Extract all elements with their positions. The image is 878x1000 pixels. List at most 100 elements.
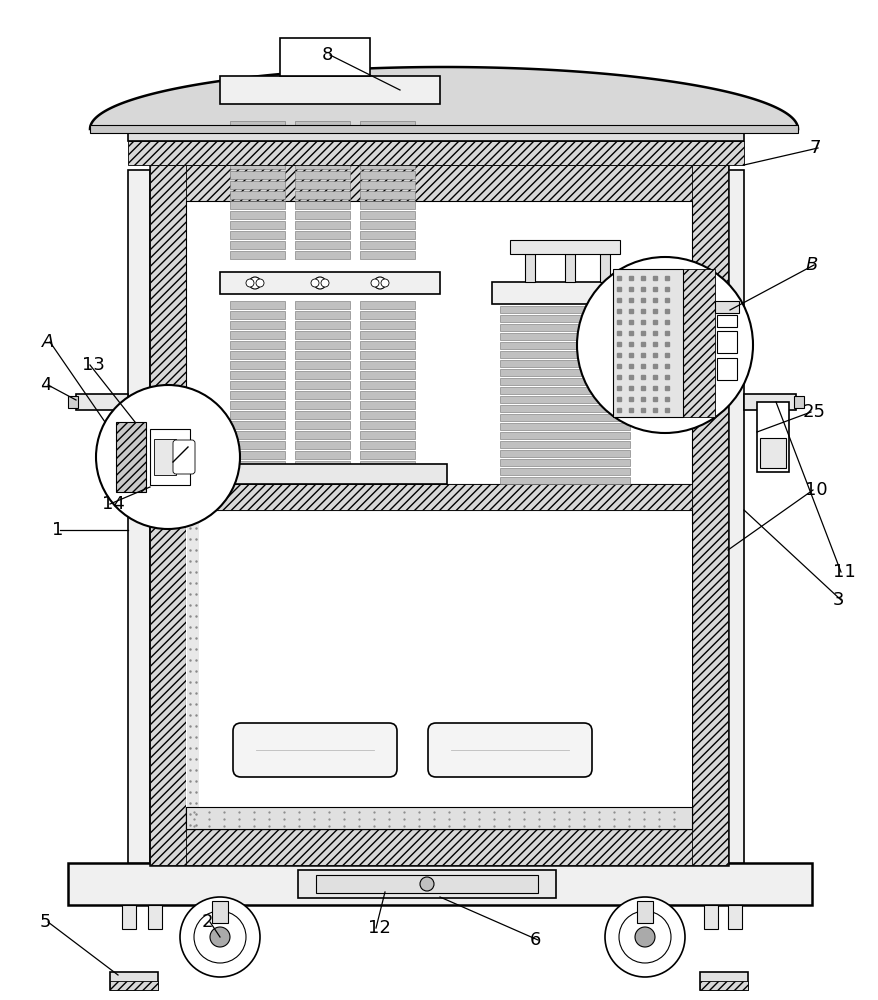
- Text: B: B: [805, 256, 817, 274]
- FancyBboxPatch shape: [173, 440, 195, 474]
- Text: 14: 14: [102, 495, 125, 513]
- Bar: [230, 181, 284, 189]
- Bar: [295, 381, 349, 389]
- Bar: [68, 396, 78, 408]
- Bar: [230, 471, 284, 479]
- Text: 1: 1: [52, 521, 63, 539]
- Circle shape: [371, 279, 378, 287]
- Bar: [212, 901, 227, 923]
- FancyBboxPatch shape: [233, 723, 397, 777]
- Bar: [295, 121, 349, 129]
- Bar: [360, 451, 414, 459]
- Bar: [295, 411, 349, 419]
- Bar: [756, 402, 788, 472]
- Bar: [315, 875, 537, 893]
- Bar: [230, 311, 284, 319]
- Bar: [360, 181, 414, 189]
- Bar: [128, 141, 743, 165]
- Bar: [298, 870, 556, 898]
- Bar: [524, 254, 535, 282]
- Bar: [360, 241, 414, 249]
- Bar: [360, 201, 414, 209]
- Text: 4: 4: [40, 376, 52, 394]
- Text: 6: 6: [529, 931, 541, 949]
- Bar: [500, 333, 630, 340]
- Bar: [500, 360, 630, 367]
- Bar: [500, 396, 630, 403]
- Circle shape: [618, 911, 670, 963]
- Bar: [699, 981, 747, 990]
- Bar: [295, 221, 349, 229]
- Circle shape: [420, 877, 434, 891]
- Bar: [612, 269, 682, 417]
- Bar: [500, 468, 630, 475]
- Bar: [295, 321, 349, 329]
- Circle shape: [373, 277, 385, 289]
- Bar: [186, 510, 691, 829]
- Bar: [360, 151, 414, 159]
- Bar: [743, 394, 795, 410]
- Bar: [230, 331, 284, 339]
- Bar: [500, 405, 630, 412]
- Circle shape: [576, 257, 752, 433]
- Bar: [220, 76, 440, 104]
- Bar: [727, 905, 741, 929]
- Bar: [360, 391, 414, 399]
- Bar: [230, 141, 284, 149]
- Circle shape: [634, 927, 654, 947]
- Bar: [360, 171, 414, 179]
- Circle shape: [255, 279, 263, 287]
- Bar: [714, 301, 738, 313]
- Bar: [500, 369, 630, 376]
- Bar: [360, 411, 414, 419]
- Circle shape: [380, 279, 389, 287]
- Bar: [360, 401, 414, 409]
- Bar: [90, 125, 797, 133]
- Bar: [295, 371, 349, 379]
- Bar: [500, 315, 630, 322]
- Bar: [230, 301, 284, 309]
- Circle shape: [96, 385, 240, 529]
- Bar: [295, 471, 349, 479]
- Circle shape: [604, 897, 684, 977]
- Text: 25: 25: [802, 403, 825, 421]
- Bar: [360, 231, 414, 239]
- Bar: [76, 394, 128, 410]
- Bar: [500, 324, 630, 331]
- Bar: [295, 311, 349, 319]
- Bar: [212, 464, 447, 484]
- Bar: [703, 905, 717, 929]
- Bar: [230, 231, 284, 239]
- Bar: [295, 241, 349, 249]
- Bar: [360, 341, 414, 349]
- Bar: [230, 361, 284, 369]
- Bar: [360, 311, 414, 319]
- Bar: [360, 371, 414, 379]
- Bar: [150, 429, 190, 485]
- Bar: [186, 201, 691, 829]
- Bar: [295, 181, 349, 189]
- Bar: [637, 901, 652, 923]
- Bar: [295, 451, 349, 459]
- Bar: [128, 170, 150, 863]
- Text: 10: 10: [804, 481, 827, 499]
- Bar: [150, 829, 727, 865]
- Bar: [230, 391, 284, 399]
- Bar: [295, 231, 349, 239]
- Bar: [691, 165, 727, 865]
- Bar: [565, 254, 574, 282]
- Bar: [360, 461, 414, 469]
- Bar: [360, 211, 414, 219]
- Bar: [110, 981, 158, 990]
- Bar: [295, 361, 349, 369]
- Bar: [128, 129, 743, 141]
- Bar: [230, 251, 284, 259]
- Bar: [295, 401, 349, 409]
- Bar: [148, 905, 162, 929]
- Bar: [186, 807, 691, 829]
- Bar: [360, 381, 414, 389]
- Bar: [150, 165, 186, 865]
- Bar: [230, 221, 284, 229]
- Bar: [295, 301, 349, 309]
- FancyBboxPatch shape: [428, 723, 591, 777]
